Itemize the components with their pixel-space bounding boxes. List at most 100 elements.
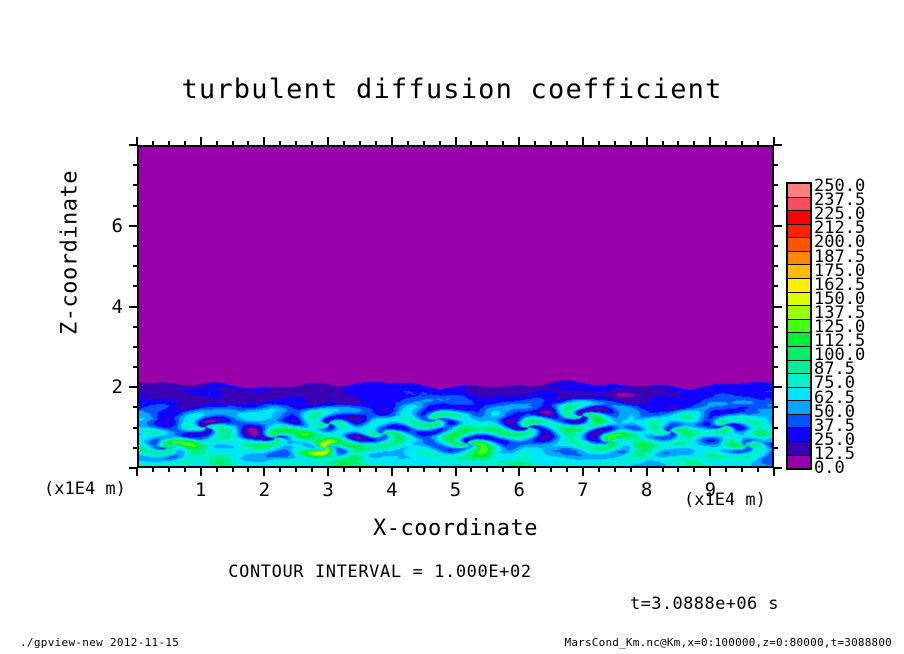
x-tick-bottom [167, 467, 170, 472]
x-tick-bottom [183, 467, 186, 472]
colorbar-tick-label: 62.5 [814, 387, 855, 408]
x-tick-bottom [725, 467, 728, 472]
x-tick-bottom [597, 467, 600, 472]
page-title: turbulent diffusion coefficient [181, 74, 723, 105]
x-tick-bottom [358, 467, 361, 472]
y-tick-right [773, 305, 782, 308]
x-axis-label: X-coordinate [373, 516, 538, 541]
x-tick-bottom [136, 467, 138, 476]
colorbar-band [788, 428, 810, 442]
x-tick-bottom [215, 467, 218, 472]
x-tick-bottom [693, 467, 696, 472]
y-tick-left [129, 144, 138, 146]
x-tick-top [741, 141, 744, 146]
colorbar-band [788, 211, 810, 225]
colorbar-band [788, 319, 810, 334]
colorbar-band [788, 251, 810, 266]
x-tick-bottom [502, 467, 505, 472]
x-tick-top [565, 141, 568, 146]
colorbar-tick-label: 50.0 [814, 401, 855, 422]
colorbar-band [788, 292, 810, 307]
x-tick-bottom [470, 467, 473, 472]
y-tick-right [773, 265, 778, 268]
colorbar-tick-label: 137.5 [814, 302, 866, 323]
x-tick-top [199, 137, 202, 146]
y-tick-right [773, 285, 778, 288]
x-tick-bottom [199, 467, 202, 476]
colorbar-tick-label: 225.0 [814, 204, 866, 225]
colorbar-tick-label: 212.5 [814, 218, 866, 239]
y-tick-right [773, 184, 778, 187]
y-tick-right [773, 446, 778, 449]
y-tick-left [133, 285, 138, 288]
x-tick-bottom [438, 467, 441, 472]
x-tick-top [486, 141, 489, 146]
x-tick-top [661, 141, 664, 146]
x-tick-bottom [741, 467, 744, 472]
x-tick-top [534, 141, 537, 146]
x-tick-bottom [550, 467, 553, 472]
colorbar-band [788, 333, 810, 347]
y-tick-left [129, 467, 138, 469]
x-tick-bottom [311, 467, 314, 472]
time-annotation: t=3.0888e+06 s [630, 594, 779, 614]
y-tick-label: 6 [111, 214, 123, 237]
colorbar-labels: 250.0 237.5 225.0 212.5 200.0 187.5 175.0 162.5… [814, 178, 894, 477]
colorbar-tick-label: 87.5 [814, 359, 855, 380]
z-axis-unit: (x1E4 m) [44, 479, 126, 499]
x-tick-top [279, 141, 282, 146]
y-tick-right [773, 345, 778, 348]
x-tick-bottom [486, 467, 489, 472]
colorbar-tick-label: 37.5 [814, 415, 855, 436]
x-tick-top [629, 141, 632, 146]
x-tick-label: 3 [322, 479, 334, 501]
x-tick-top [422, 141, 425, 146]
x-tick-top [183, 141, 186, 146]
x-tick-bottom [231, 467, 234, 472]
y-tick-left [129, 386, 138, 389]
y-tick-left [133, 204, 138, 207]
colorbar-band [788, 279, 810, 293]
y-tick-left [133, 164, 138, 167]
x-tick-bottom [773, 467, 775, 476]
x-tick-top [693, 141, 696, 146]
x-tick-top [343, 141, 346, 146]
x-tick-top [757, 141, 760, 146]
x-tick-top [231, 141, 234, 146]
colorbar-band [788, 414, 810, 429]
x-tick-top [645, 137, 648, 146]
x-tick-top [454, 137, 457, 146]
y-tick-right [773, 406, 778, 409]
x-tick-bottom [422, 467, 425, 472]
colorbar-tick-label: 125.0 [814, 317, 866, 337]
x-tick-label: 7 [577, 479, 589, 501]
x-tick-top [709, 137, 712, 146]
x-tick-top [311, 141, 314, 146]
colorbar-tick-label: 112.5 [814, 331, 866, 352]
colorbar-tick-label: 162.5 [814, 274, 866, 295]
x-tick-top [327, 137, 330, 146]
x-tick-top [247, 141, 250, 146]
y-tick-right [773, 366, 778, 369]
x-tick-top [374, 141, 377, 146]
x-tick-top [550, 141, 553, 146]
footer-command: ./gpview-new 2012-11-15 [20, 636, 180, 649]
y-tick-right [773, 386, 782, 389]
y-tick-label: 4 [111, 295, 123, 318]
y-tick-right [773, 426, 778, 429]
colorbar-tick-label: 200.0 [814, 232, 866, 253]
x-tick-bottom [279, 467, 282, 472]
x-tick-top [295, 141, 298, 146]
colorbar-band [788, 346, 810, 361]
y-tick-right [773, 325, 778, 328]
colorbar-band [788, 387, 810, 402]
x-tick-top [263, 137, 266, 146]
y-tick-right [773, 244, 778, 247]
x-tick-label: 8 [640, 479, 653, 501]
x-tick-bottom [565, 467, 568, 472]
x-tick-top [151, 141, 154, 146]
y-tick-left [133, 406, 138, 409]
y-tick-right [773, 467, 782, 469]
y-axis-label: Z-coordinate [57, 170, 83, 335]
x-tick-top [518, 137, 521, 146]
